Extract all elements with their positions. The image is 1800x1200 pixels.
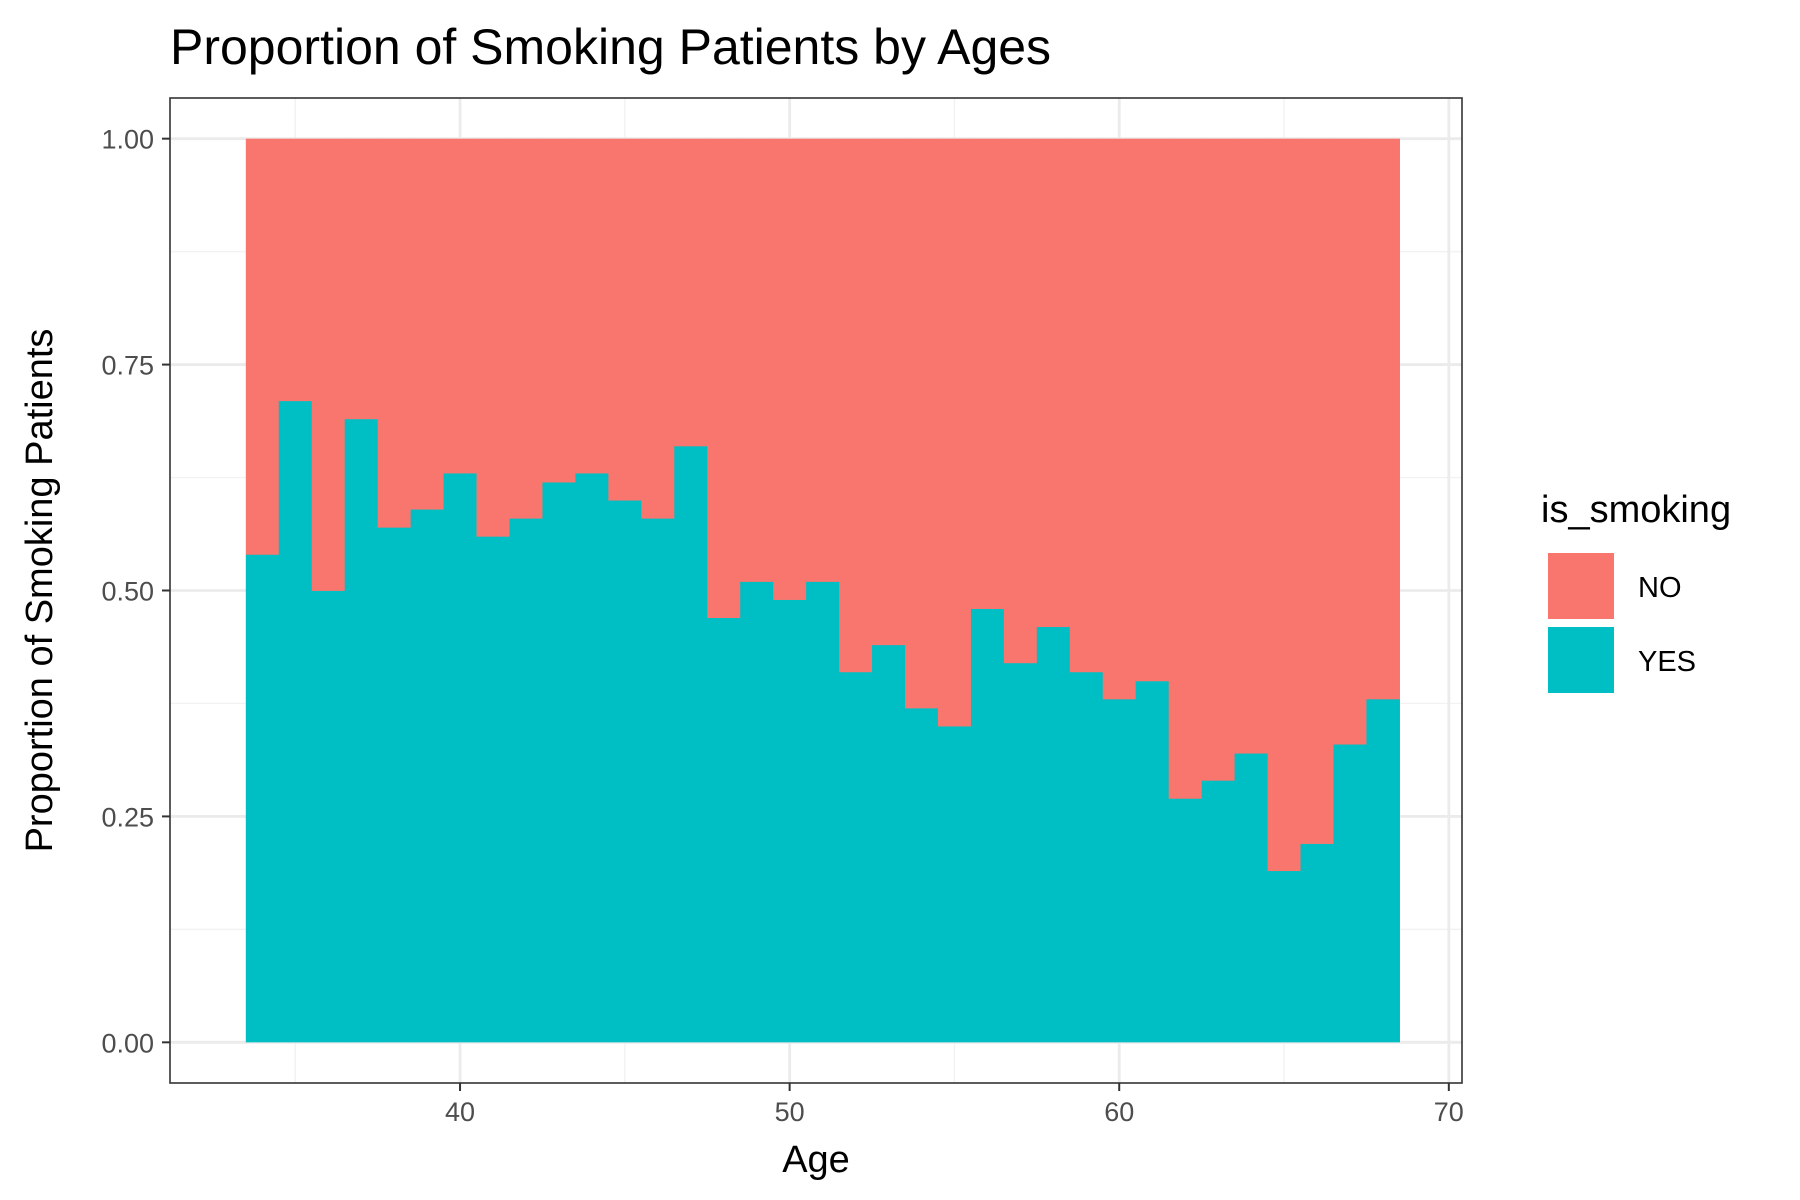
bar-no <box>806 138 840 582</box>
y-tick-label: 0.50 <box>101 577 154 607</box>
bar-yes <box>839 671 873 1043</box>
legend-title: is_smoking <box>1541 489 1731 531</box>
bar-yes <box>1234 753 1269 1043</box>
bar-yes <box>740 581 774 1043</box>
bar-no <box>872 138 906 646</box>
bar-yes <box>1201 780 1236 1043</box>
y-tick-label: 0.25 <box>101 802 154 832</box>
x-tick-label: 70 <box>1434 1097 1464 1127</box>
x-tick-label: 60 <box>1104 1097 1134 1127</box>
bar-yes <box>872 644 906 1043</box>
bar-no <box>740 138 774 582</box>
bar-no <box>278 138 313 402</box>
bar-no <box>443 138 478 474</box>
bar-no <box>970 138 1005 609</box>
bar-yes <box>245 554 280 1043</box>
bar-yes <box>344 418 379 1043</box>
bar-yes <box>1069 671 1104 1043</box>
bar-no <box>377 138 412 528</box>
chart-title: Proportion of Smoking Patients by Ages <box>170 19 1051 75</box>
bar-no <box>575 138 609 474</box>
legend-label-no: NO <box>1638 572 1682 604</box>
bar-yes <box>1366 698 1400 1043</box>
bar-yes <box>377 527 412 1043</box>
legend-key-yes <box>1548 627 1614 693</box>
bar-yes <box>773 599 807 1043</box>
legend-key-no <box>1548 553 1614 619</box>
bar-yes <box>410 509 445 1043</box>
bar-yes <box>1003 662 1038 1043</box>
bar-no <box>476 138 511 537</box>
y-tick-label: 1.00 <box>101 125 154 155</box>
bar-yes <box>476 536 511 1043</box>
legend-label-yes: YES <box>1638 646 1696 678</box>
bar-yes <box>674 445 708 1043</box>
bar-no <box>1333 138 1368 745</box>
bar-no <box>1168 138 1203 799</box>
bar-yes <box>608 500 642 1043</box>
bar-no <box>1234 138 1269 754</box>
bar-yes <box>311 590 346 1043</box>
bar-no <box>344 138 379 420</box>
bar-no <box>773 138 807 600</box>
bar-no <box>937 138 972 727</box>
bar-no <box>674 138 708 447</box>
bar-yes <box>575 473 609 1043</box>
bar-no <box>542 138 576 483</box>
x-tick-label: 40 <box>445 1097 475 1127</box>
bar-yes <box>937 726 972 1043</box>
bar-no <box>839 138 873 673</box>
bar-no <box>641 138 675 519</box>
bar-yes <box>1333 744 1368 1043</box>
bar-no <box>707 138 741 619</box>
bar-yes <box>707 617 741 1043</box>
bar-no <box>1300 138 1335 844</box>
legend: is_smoking NO YES <box>1541 489 1731 693</box>
bar-no <box>509 138 544 519</box>
bar-yes <box>443 473 478 1043</box>
bar-no <box>1003 138 1038 664</box>
bar-no <box>410 138 445 510</box>
bar-yes <box>542 482 576 1043</box>
y-tick-label: 0.75 <box>101 351 154 381</box>
bar-yes <box>970 608 1005 1043</box>
bar-no <box>1366 138 1400 700</box>
bar-no <box>608 138 642 501</box>
bar-yes <box>641 518 675 1043</box>
bar-yes <box>509 518 544 1043</box>
bar-yes <box>1168 798 1203 1043</box>
bar-no <box>1069 138 1104 673</box>
x-axis-title: Age <box>782 1139 850 1181</box>
bar-yes <box>1036 626 1071 1043</box>
y-tick-label: 0.00 <box>101 1028 154 1058</box>
bar-yes <box>1135 680 1170 1043</box>
bar-no <box>1135 138 1170 682</box>
y-axis-title: Proportion of Smoking Patients <box>19 329 61 853</box>
bar-yes <box>1102 698 1137 1043</box>
bar-no <box>245 138 280 555</box>
plot-panel <box>169 97 1463 1084</box>
bar-no <box>1267 138 1302 872</box>
bar-no <box>1201 138 1236 781</box>
bar-no <box>904 138 939 709</box>
x-tick-label: 50 <box>775 1097 805 1127</box>
bar-yes <box>806 581 840 1043</box>
bar-no <box>1036 138 1071 628</box>
bar-yes <box>278 400 313 1043</box>
bar-no <box>311 138 346 591</box>
bar-yes <box>904 707 939 1043</box>
bar-no <box>1102 138 1137 700</box>
bar-yes <box>1267 870 1302 1043</box>
bar-yes <box>1300 843 1335 1043</box>
